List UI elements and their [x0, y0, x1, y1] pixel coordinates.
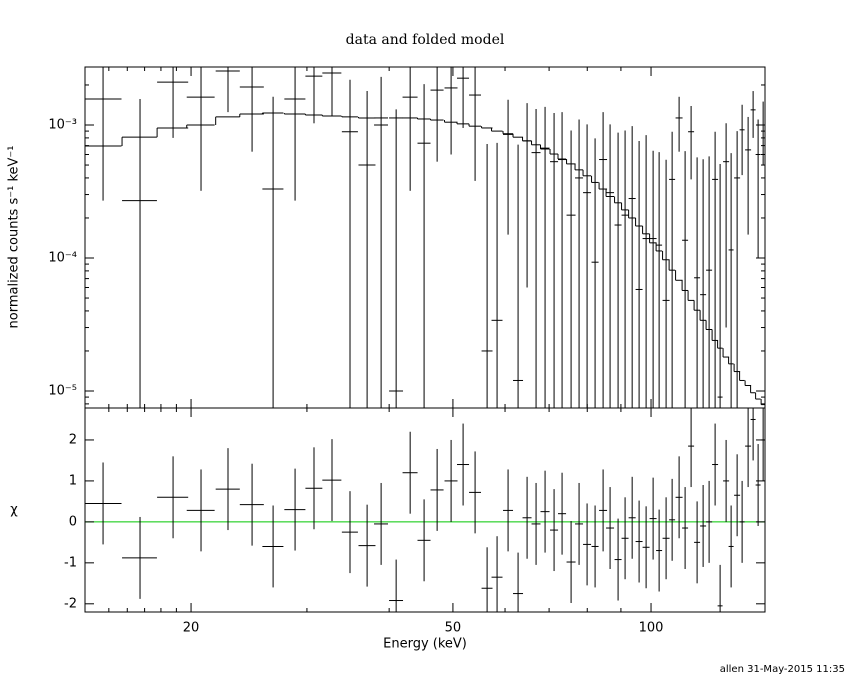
x-tick-label: 50: [445, 621, 462, 636]
y-tick-label: 0: [69, 514, 77, 529]
y-tick-label: 10⁻⁵: [48, 383, 77, 398]
y-tick-label: 10⁻⁴: [48, 251, 77, 266]
chart-title: data and folded model: [346, 32, 505, 48]
x-tick-label: 100: [639, 621, 664, 636]
y-tick-label: -1: [64, 555, 77, 570]
y-tick-label: -2: [64, 596, 77, 611]
footer: allen 31-May-2015 11:35: [720, 664, 845, 675]
data-panel: [85, 67, 765, 408]
x-axis-label: Energy (keV): [383, 637, 467, 652]
top-frame: [84, 66, 766, 409]
residual-axis-label: χ: [10, 503, 18, 518]
y-tick-label: 2: [69, 432, 77, 447]
residual-panel: [85, 408, 765, 612]
x-tick-label: 20: [183, 621, 200, 636]
y-axis-label: normalized counts s⁻¹ keV⁻¹: [7, 146, 22, 329]
y-tick-label: 10⁻³: [48, 118, 77, 133]
bottom-frame: [84, 407, 766, 613]
y-tick-label: 1: [69, 473, 77, 488]
